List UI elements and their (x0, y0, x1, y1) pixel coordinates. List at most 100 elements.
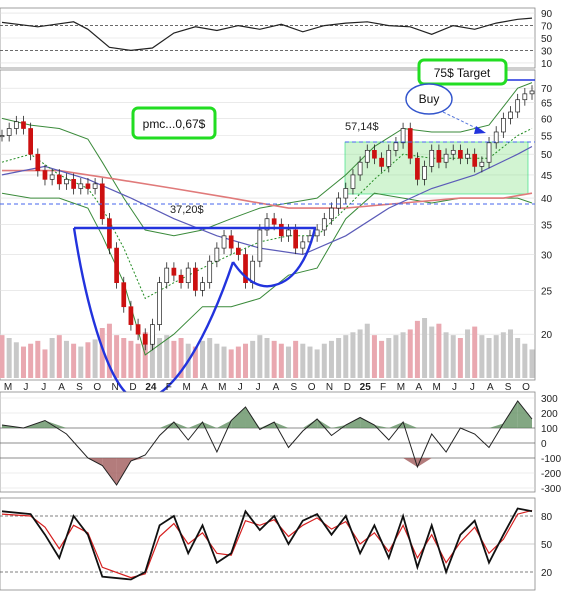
volume-bar (300, 343, 306, 378)
buy-arrow-line (442, 111, 477, 129)
candle-body (458, 149, 463, 159)
rsi-tick-label: 30 (541, 46, 553, 57)
volume-bars (0, 318, 535, 378)
price-tick-label: 55 (541, 132, 553, 143)
candle-body (515, 99, 521, 113)
cci-positive-fill (159, 422, 174, 428)
volume-bar (164, 335, 170, 378)
candle-body (207, 260, 213, 284)
volume-bar (271, 340, 277, 378)
cci-tick-label: -200 (541, 469, 561, 480)
volume-bar (285, 346, 291, 378)
bollinger-lower (1, 192, 533, 356)
volume-bar (92, 339, 98, 378)
volume-bar (214, 343, 220, 378)
volume-bar (157, 338, 163, 378)
x-tick-label: M (4, 382, 12, 393)
candle-body (479, 161, 485, 167)
x-tick-label: J (23, 382, 28, 393)
volume-bar (171, 340, 177, 378)
volume-bar (422, 318, 428, 378)
volume-bar (71, 343, 77, 378)
volume-bar (56, 335, 62, 378)
cci-positive-fill (216, 420, 232, 428)
volume-bar (357, 329, 363, 378)
cci-negative-fill (417, 458, 432, 467)
candle-body (114, 247, 119, 284)
cci-tick-label: -300 (541, 484, 561, 495)
candle-body (214, 247, 220, 262)
volume-bar (407, 329, 413, 378)
cci-tick-label: 0 (541, 439, 547, 450)
candle-body (286, 229, 291, 237)
volume-bar (221, 346, 227, 378)
candle-body (56, 174, 62, 185)
price-tick-label: 60 (541, 114, 553, 125)
x-tick-label: A (273, 382, 280, 393)
volume-bar (35, 340, 41, 378)
x-tick-label: S (76, 382, 83, 393)
candle-body (171, 267, 177, 276)
volume-bar (465, 329, 471, 378)
volume-bar (6, 338, 12, 378)
candle-body (121, 282, 127, 308)
candle-body (78, 183, 84, 189)
cci-tick-label: 300 (541, 394, 558, 405)
buy-arrow-head (474, 126, 486, 134)
cci-negative-fill (102, 458, 117, 485)
volume-bar (379, 340, 385, 378)
candle-body (257, 229, 263, 262)
candle-body (142, 333, 148, 345)
x-tick-label: A (487, 382, 494, 393)
candle-body (13, 121, 19, 129)
candle-body (243, 254, 248, 284)
candle-body (472, 153, 478, 167)
volume-bar (20, 346, 26, 378)
stochastic-tick-label: 80 (541, 512, 553, 523)
volume-bar (436, 323, 442, 378)
candle-body (64, 178, 69, 185)
candle-body (372, 149, 377, 159)
candle-body (178, 274, 184, 284)
candle-body (336, 197, 341, 209)
volume-bar (336, 338, 342, 378)
volume-bar (63, 340, 69, 378)
candle-body (128, 306, 134, 325)
candle-body (443, 153, 449, 163)
cci-tick-label: 100 (541, 424, 558, 435)
candle-body (150, 324, 155, 345)
volume-bar (207, 338, 213, 378)
volume-bar (386, 338, 392, 378)
stochastic-panel: 20 50 80 (0, 497, 553, 591)
volume-bar (307, 346, 313, 378)
cci-panel: 300 200 100 0 -100 -200 -300 (0, 391, 561, 495)
volume-bar (28, 343, 34, 378)
volume-bar (243, 343, 249, 378)
volume-bar (257, 335, 263, 378)
cci-positive-fill (202, 422, 217, 428)
cci-negative-fill (130, 458, 146, 461)
candle-body (386, 149, 392, 167)
target-label: 75$ Target (434, 66, 491, 80)
cci-positive-fill (374, 425, 389, 428)
x-tick-label: M (182, 382, 190, 393)
candle-body (321, 218, 327, 231)
volume-bar (364, 323, 370, 378)
volume-bar (264, 338, 270, 378)
x-tick-label: J (256, 382, 261, 393)
volume-bar (135, 343, 141, 378)
x-tick-label: O (522, 382, 530, 393)
candle-body (193, 267, 198, 291)
rsi-line (1, 17, 533, 52)
candle-body (400, 128, 406, 144)
x-tick-label: J (238, 382, 243, 393)
stochastic-tick-label: 50 (541, 540, 553, 551)
buy-ellipse (405, 83, 453, 115)
candle-body (393, 142, 399, 151)
stochastic-ticks: 20 50 80 (541, 512, 553, 579)
volume-bar (99, 328, 105, 378)
price-tick-label: 50 (541, 150, 553, 161)
x-tick-label: D (344, 382, 351, 393)
